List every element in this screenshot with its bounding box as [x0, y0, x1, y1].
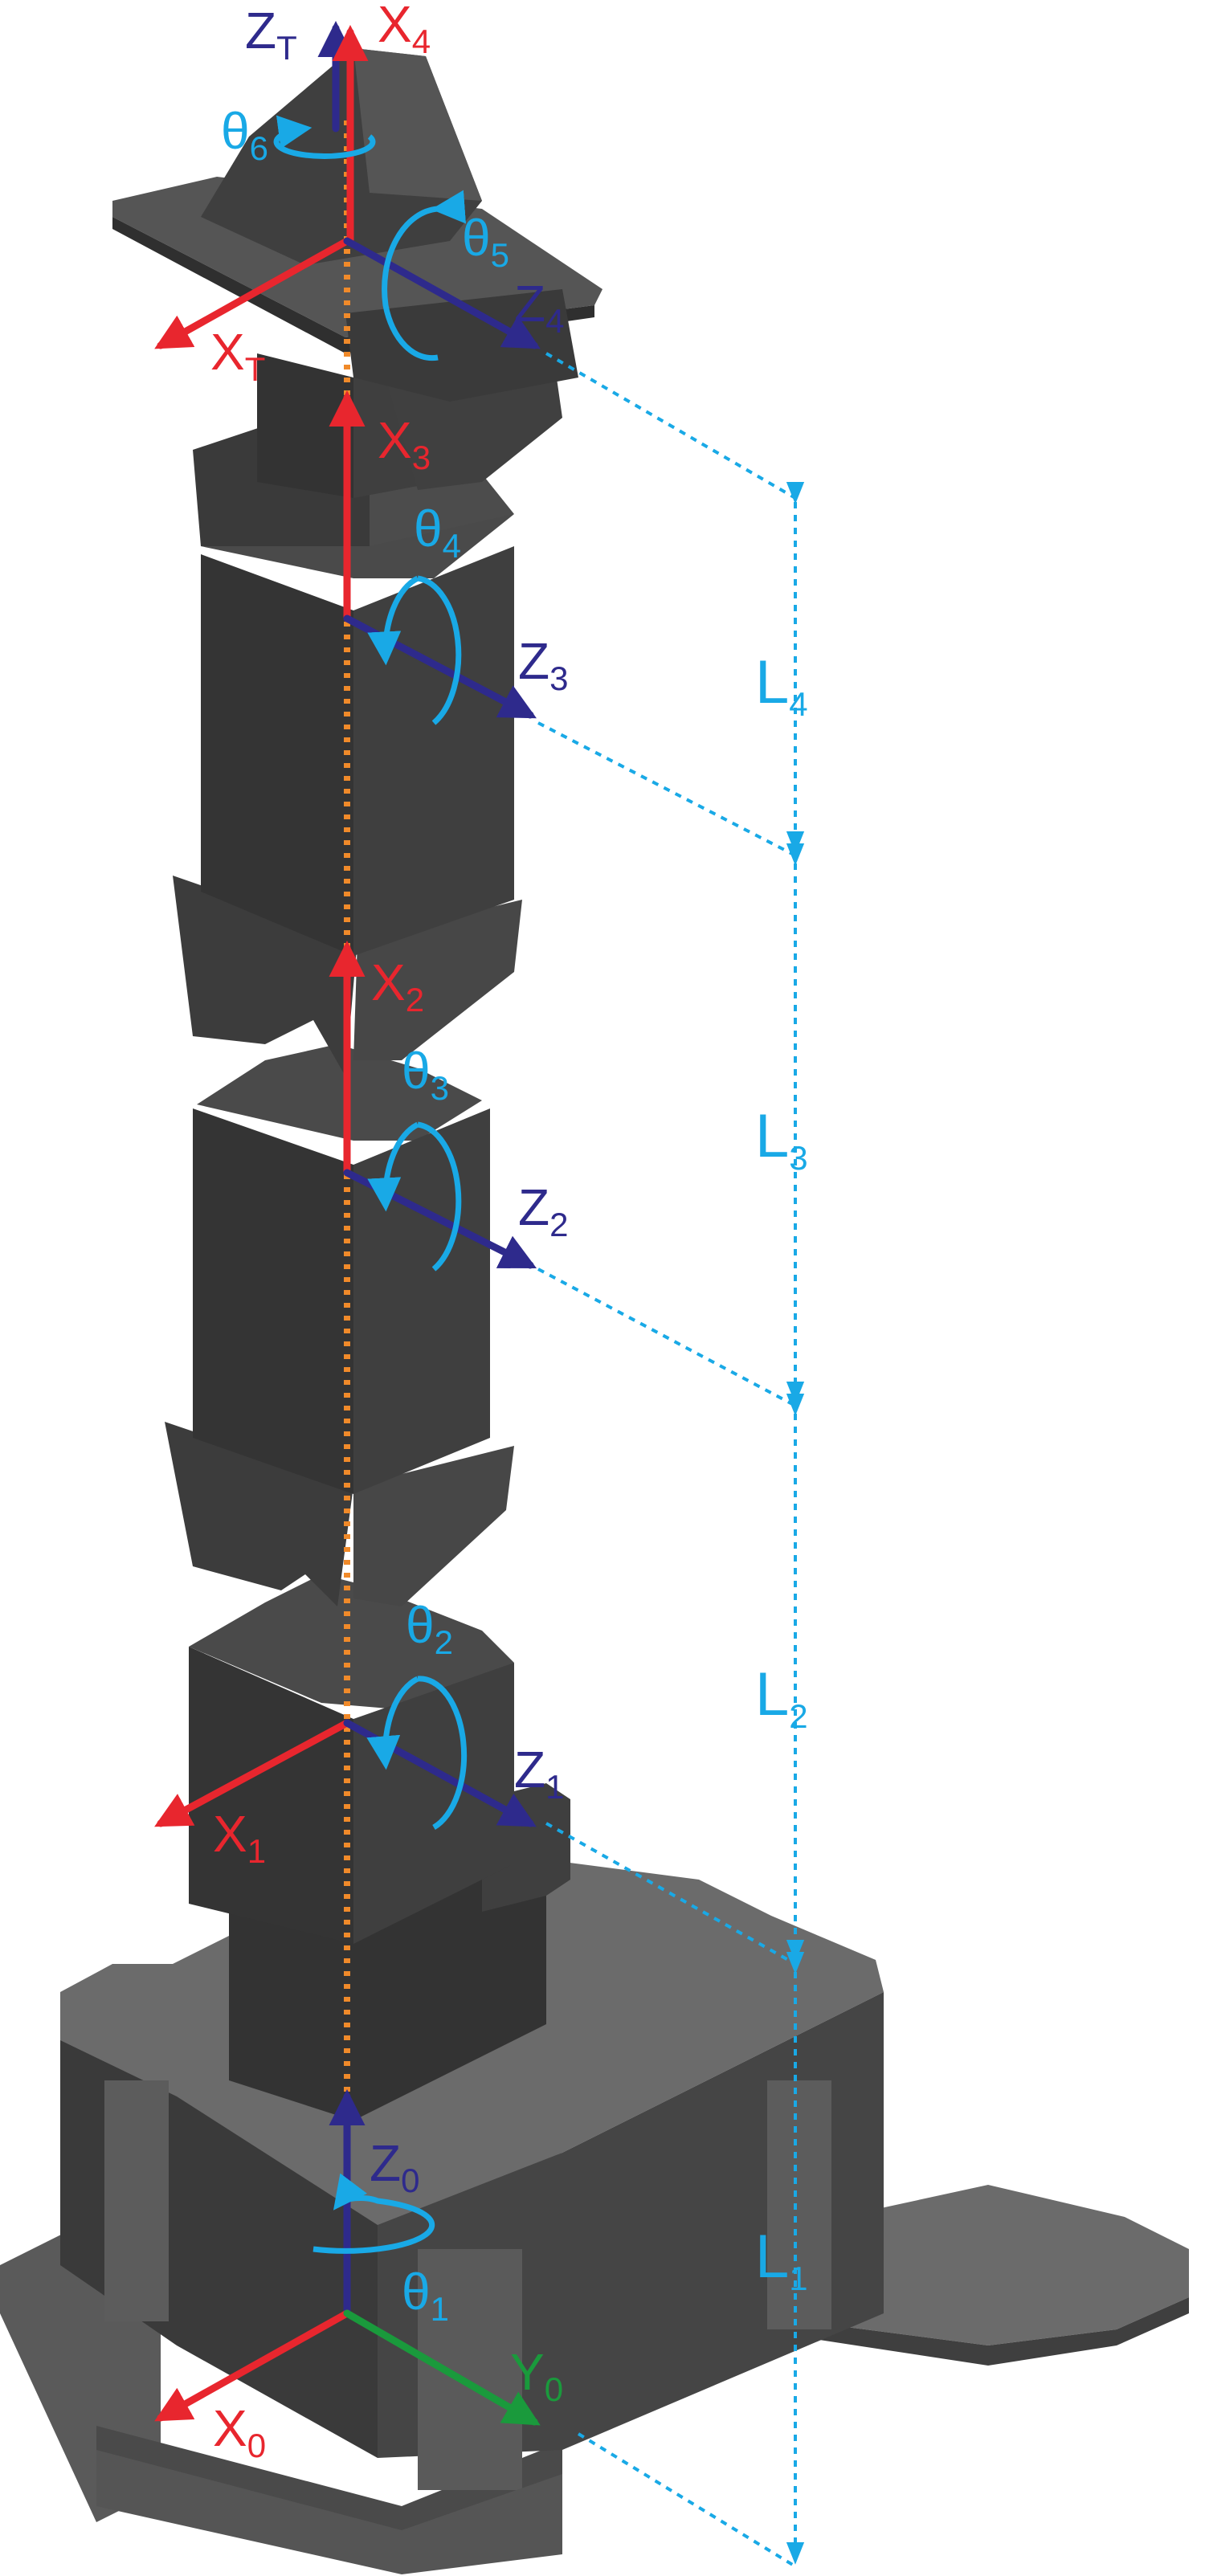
link-1-front — [189, 1647, 353, 1944]
link-2-front — [193, 1108, 353, 1494]
base-plate-right-extension — [803, 2185, 1189, 2345]
axis-xt — [154, 237, 351, 349]
coordinate-frames — [154, 21, 541, 2426]
label-theta2: θ2 — [406, 1596, 453, 1661]
rotation-theta3-icon — [386, 1121, 462, 1272]
axis-x1 — [154, 1719, 351, 1827]
dimension-lines — [537, 352, 805, 2568]
axis-y0 — [343, 2309, 541, 2426]
projection-line-z3 — [537, 721, 796, 857]
link-length-labels: L4 L3 L2 L1 — [755, 648, 808, 2297]
link-3-body — [193, 426, 514, 956]
label-z2: Z2 — [518, 1178, 568, 1243]
label-zt: ZT — [245, 2, 297, 67]
gripper-tool — [112, 48, 602, 402]
rotation-theta4-icon — [386, 575, 462, 725]
base-pillar-center — [418, 2249, 522, 2490]
label-theta5: θ5 — [462, 209, 509, 274]
label-x3: X3 — [378, 411, 431, 476]
label-z0: Z0 — [370, 2134, 419, 2199]
joint-labels: θ6 θ5 θ4 θ3 θ2 θ1 — [221, 102, 509, 2328]
label-x4: X4 — [378, 0, 431, 60]
label-y0: Y0 — [510, 2343, 563, 2408]
base-pillar-left — [104, 2080, 169, 2321]
axis-x0 — [154, 2309, 351, 2422]
gripper-wedge-face — [353, 48, 482, 201]
label-x1: X1 — [213, 1805, 266, 1870]
label-theta6: θ6 — [221, 102, 268, 167]
base-plate-right-extension-edge — [803, 2297, 1189, 2366]
label-L4: L4 — [755, 648, 808, 723]
shoulder-block-face — [229, 1872, 546, 2121]
label-L1: L1 — [755, 2223, 808, 2297]
projection-line-z1 — [545, 1822, 796, 1966]
link-1-top — [189, 1574, 514, 1711]
rotation-theta2-icon — [385, 1676, 468, 1831]
label-L2: L2 — [755, 1660, 808, 1735]
wrist-block-front — [257, 353, 353, 498]
projection-line-z4 — [545, 352, 797, 500]
link-2-right — [353, 1108, 490, 1494]
label-L3: L3 — [755, 1102, 808, 1177]
frame-labels: ZT X4 XT Z4 X3 Z3 X2 Z2 X1 Z1 Z0 X0 Y0 — [210, 0, 568, 2464]
projection-line-base — [577, 2432, 797, 2568]
label-x0: X0 — [213, 2399, 266, 2464]
link-3-right — [353, 546, 514, 956]
link-2-top — [197, 1044, 482, 1141]
label-z3: Z3 — [518, 632, 568, 697]
rotation-theta5-icon — [382, 190, 467, 361]
base-foot — [96, 2450, 562, 2574]
robot-base — [0, 1855, 1189, 2574]
label-x2: X2 — [371, 953, 424, 1019]
label-z1: Z1 — [514, 1741, 564, 1806]
axis-z4 — [343, 237, 541, 349]
joint-rotation-indicators — [273, 115, 468, 2254]
label-theta1: θ1 — [402, 2263, 449, 2328]
link-1-fork-right — [353, 1446, 514, 1606]
link-1-body — [165, 1422, 514, 1944]
projection-line-z2 — [537, 1268, 796, 1407]
rotation-theta1-icon — [312, 2173, 435, 2254]
label-theta4: θ4 — [414, 500, 461, 565]
label-z4: Z4 — [514, 275, 564, 340]
label-theta3: θ3 — [402, 1042, 449, 1107]
link-3-front — [201, 554, 353, 956]
link-1-fork-left — [165, 1422, 353, 1606]
rotation-theta6-icon — [273, 115, 376, 159]
label-xt: XT — [210, 323, 265, 388]
